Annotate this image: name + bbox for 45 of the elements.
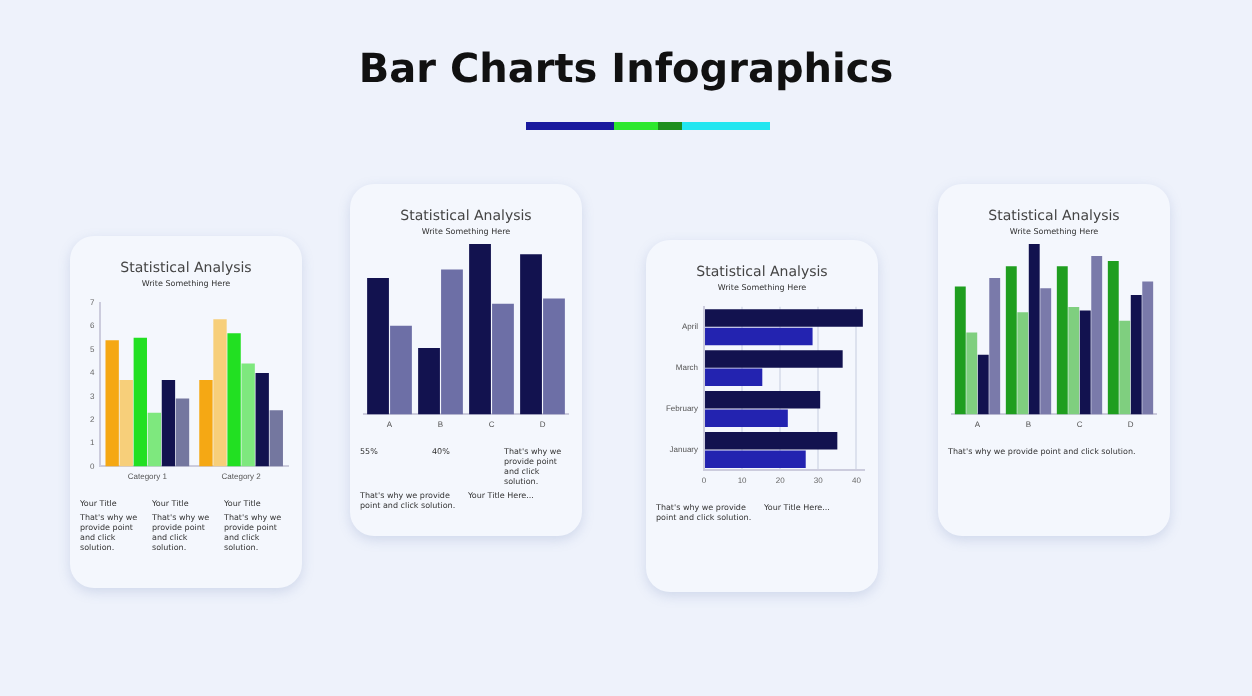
bar bbox=[199, 379, 213, 467]
bar bbox=[441, 269, 463, 415]
bar bbox=[1068, 307, 1080, 415]
bar bbox=[1040, 288, 1052, 415]
bar bbox=[1056, 266, 1068, 415]
bar bbox=[105, 340, 119, 467]
bar bbox=[469, 244, 491, 415]
bar bbox=[269, 410, 283, 467]
bar bbox=[213, 319, 227, 467]
bar bbox=[492, 303, 514, 415]
bar bbox=[175, 398, 190, 467]
bar bbox=[1005, 266, 1017, 415]
bar bbox=[418, 347, 440, 415]
bar bbox=[161, 379, 176, 467]
bar bbox=[1130, 295, 1142, 415]
bar bbox=[543, 298, 565, 415]
bar bbox=[255, 372, 269, 467]
bar bbox=[1091, 255, 1103, 415]
bar bbox=[705, 409, 788, 427]
text: Bar Charts Infographics bbox=[356, 44, 896, 92]
bar bbox=[241, 363, 255, 467]
bar bbox=[119, 379, 133, 467]
bar bbox=[1119, 320, 1131, 415]
bar bbox=[954, 286, 966, 415]
bar bbox=[705, 327, 813, 346]
bar bbox=[977, 354, 989, 415]
bar bbox=[705, 309, 863, 327]
bar bbox=[227, 333, 241, 467]
bar bbox=[1028, 244, 1040, 415]
bar bbox=[147, 412, 162, 467]
bar bbox=[1017, 312, 1029, 415]
bar bbox=[705, 450, 806, 468]
bar bbox=[705, 350, 843, 368]
bar bbox=[1079, 310, 1091, 415]
bar bbox=[989, 278, 1001, 415]
bar bbox=[705, 391, 821, 409]
bar bbox=[1142, 281, 1154, 415]
bar bbox=[390, 325, 412, 415]
bar bbox=[133, 337, 147, 467]
bar bbox=[966, 332, 978, 415]
bar bbox=[367, 278, 389, 415]
bar bbox=[1107, 261, 1119, 415]
bar bbox=[705, 432, 838, 450]
bar bbox=[705, 368, 763, 387]
bar bbox=[520, 254, 542, 415]
